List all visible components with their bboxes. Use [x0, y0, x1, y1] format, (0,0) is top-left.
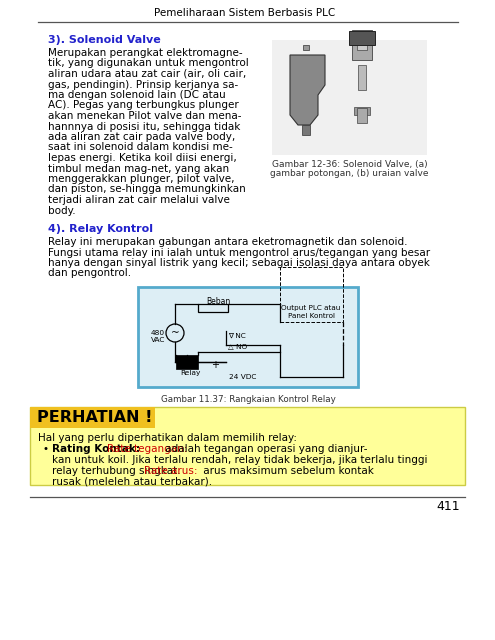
Text: hanya dengan sinyal listrik yang kecil; sebagai isolasi daya antara obyek: hanya dengan sinyal listrik yang kecil; … [48, 258, 430, 268]
Text: Beban: Beban [206, 297, 230, 306]
Bar [176, 355, 198, 369]
Text: arus maksimum sebelum kontak: arus maksimum sebelum kontak [200, 465, 374, 476]
Text: ma dengan solenoid lain (DC atau: ma dengan solenoid lain (DC atau [48, 90, 226, 100]
Bar [280, 267, 343, 322]
Text: menggerakkan plunger, pilot valve,: menggerakkan plunger, pilot valve, [48, 174, 235, 184]
Text: adalah tegangan operasi yang dianjur-: adalah tegangan operasi yang dianjur- [162, 445, 367, 454]
Text: akan menekan Pilot valve dan mena-: akan menekan Pilot valve dan mena- [48, 111, 242, 121]
Bar [354, 107, 370, 115]
Text: ∇ NC: ∇ NC [228, 333, 246, 339]
Text: 3). Solenoid Valve: 3). Solenoid Valve [48, 35, 161, 45]
Text: timbul medan mag-net, yang akan: timbul medan mag-net, yang akan [48, 163, 229, 173]
Text: relay terhubung singkat.: relay terhubung singkat. [52, 465, 184, 476]
Text: Fungsi utama relay ini ialah untuk mengontrol arus/tegangan yang besar: Fungsi utama relay ini ialah untuk mengo… [48, 248, 430, 257]
Text: Relay: Relay [180, 370, 200, 376]
Text: ada aliran zat cair pada valve body,: ada aliran zat cair pada valve body, [48, 132, 235, 142]
Text: Gambar 11.37: Rangkaian Kontrol Relay: Gambar 11.37: Rangkaian Kontrol Relay [160, 395, 336, 404]
Text: Gambar 12-36: Solenoid Valve, (a): Gambar 12-36: Solenoid Valve, (a) [272, 160, 427, 169]
Bar [357, 40, 367, 50]
Text: hannnya di posisi itu, sehingga tidak: hannnya di posisi itu, sehingga tidak [48, 122, 241, 131]
Text: △ NO: △ NO [228, 343, 247, 349]
Bar [302, 125, 310, 135]
Bar [349, 31, 375, 45]
Text: body.: body. [48, 205, 76, 216]
Bar [30, 407, 155, 428]
Bar [272, 40, 427, 155]
Text: dan piston, se-hingga memungkinkan: dan piston, se-hingga memungkinkan [48, 184, 246, 195]
Text: terjadi aliran zat cair melalui valve: terjadi aliran zat cair melalui valve [48, 195, 230, 205]
Bar [358, 65, 366, 90]
Text: Rating Kontak:: Rating Kontak: [52, 445, 144, 454]
Text: 480
VAC: 480 VAC [151, 330, 165, 343]
Text: PERHATIAN !: PERHATIAN ! [37, 410, 152, 425]
Text: aliran udara atau zat cair (air, oli cair,: aliran udara atau zat cair (air, oli cai… [48, 69, 246, 79]
Bar [198, 304, 228, 312]
Bar [303, 45, 309, 50]
Bar [357, 108, 367, 123]
Text: Pemeliharaan Sistem Berbasis PLC: Pemeliharaan Sistem Berbasis PLC [154, 8, 336, 18]
Text: ~: ~ [171, 328, 179, 338]
Polygon shape [290, 55, 325, 125]
Text: Rate arus:: Rate arus: [144, 465, 198, 476]
Text: lepas energi. Ketika koil diisi energi,: lepas energi. Ketika koil diisi energi, [48, 153, 237, 163]
Text: Hal yang perlu diperhatikan dalam memilih relay:: Hal yang perlu diperhatikan dalam memili… [38, 433, 297, 443]
Text: dan pengontrol.: dan pengontrol. [48, 269, 131, 278]
Text: •: • [42, 445, 48, 454]
Text: Merupakan perangkat elektromagne-: Merupakan perangkat elektromagne- [48, 48, 243, 58]
Text: 4). Relay Kontrol: 4). Relay Kontrol [48, 224, 153, 234]
Text: kan untuk koil. Jika terlalu rendah, relay tidak bekerja, jika terlalu tinggi: kan untuk koil. Jika terlalu rendah, rel… [52, 455, 428, 465]
Text: saat ini solenoid dalam kondisi me-: saat ini solenoid dalam kondisi me- [48, 143, 233, 152]
Bar [30, 407, 465, 485]
Text: 24 VDC: 24 VDC [229, 374, 257, 380]
Text: gambar potongan, (b) uraian valve: gambar potongan, (b) uraian valve [270, 170, 429, 179]
Bar [138, 287, 358, 387]
Text: gas, pendingin). Prinsip kerjanya sa-: gas, pendingin). Prinsip kerjanya sa- [48, 79, 238, 90]
Text: tik, yang digunakan untuk mengontrol: tik, yang digunakan untuk mengontrol [48, 58, 249, 68]
Text: +: + [211, 360, 219, 370]
Text: 411: 411 [437, 500, 460, 513]
Bar [352, 30, 372, 60]
Text: AC). Pegas yang terbungkus plunger: AC). Pegas yang terbungkus plunger [48, 100, 239, 111]
Text: Rate tegangan:: Rate tegangan: [107, 445, 188, 454]
Text: Relay ini merupakan gabungan antara eketromagnetik dan solenoid.: Relay ini merupakan gabungan antara eket… [48, 237, 407, 247]
Text: rusak (meleleh atau terbakar).: rusak (meleleh atau terbakar). [52, 476, 212, 486]
Text: Output PLC atau
Panel Kontrol: Output PLC atau Panel Kontrol [281, 305, 341, 319]
